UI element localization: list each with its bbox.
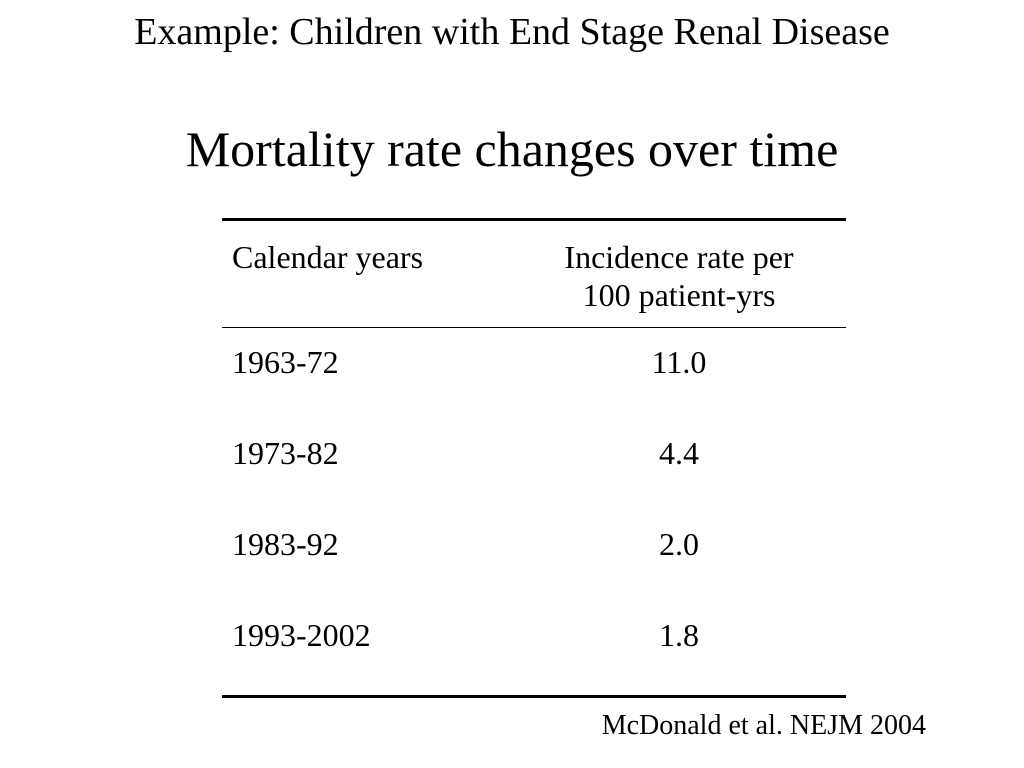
incidence-rate-cell: 11.0 [651, 344, 707, 380]
mortality-table: Calendar years Incidence rate per 100 pa… [222, 218, 846, 698]
column-header-calendar-years: Calendar years [232, 239, 424, 275]
calendar-years-cell: 1993-2002 [232, 617, 371, 653]
source-citation: McDonald et al. NEJM 2004 [601, 710, 926, 741]
table-row: 1963-72 11.0 [222, 342, 846, 382]
table-row: 1993-2002 1.8 [222, 615, 846, 655]
table-header-row: Calendar years Incidence rate per 100 pa… [222, 221, 846, 327]
calendar-years-cell: 1973-82 [232, 435, 339, 471]
table-row: 1983-92 2.0 [222, 524, 846, 564]
calendar-years-cell: 1963-72 [232, 344, 339, 380]
table-header-rule [222, 327, 846, 328]
column-header-incidence-rate-line-1: Incidence rate per [564, 239, 794, 275]
slide-title: Mortality rate changes over time [185, 121, 839, 177]
table-body: 1963-72 11.0 1973-82 4.4 1983-92 2.0 199… [222, 328, 846, 695]
calendar-years-cell: 1983-92 [232, 526, 339, 562]
table-bottom-rule [222, 695, 846, 698]
column-header-incidence-rate-line-2: 100 patient-yrs [582, 277, 776, 313]
table-row: 1973-82 4.4 [222, 433, 846, 473]
incidence-rate-cell: 1.8 [659, 617, 699, 653]
incidence-rate-cell: 4.4 [659, 435, 699, 471]
slide-heading: Example: Children with End Stage Renal D… [134, 11, 890, 53]
column-header-incidence-rate: Incidence rate per 100 patient-yrs [522, 238, 836, 314]
table-top-rule [222, 218, 846, 221]
incidence-rate-cell: 2.0 [659, 526, 699, 562]
